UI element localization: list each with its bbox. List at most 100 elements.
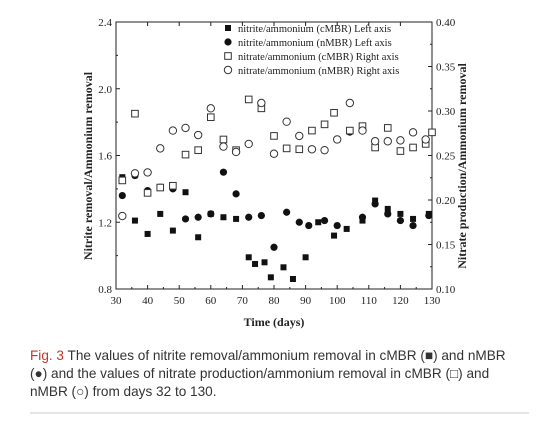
data-point — [295, 145, 304, 154]
data-point — [181, 215, 190, 223]
y-right-tick-label: 0.25 — [436, 151, 456, 163]
data-point — [409, 221, 417, 230]
legend-marker — [224, 52, 232, 60]
data-point — [118, 191, 126, 200]
data-point — [219, 135, 228, 144]
data-point — [245, 213, 253, 221]
data-point — [267, 274, 274, 281]
data-point — [428, 128, 436, 137]
data-point — [118, 211, 127, 221]
data-point — [384, 210, 392, 218]
data-point — [244, 139, 253, 149]
data-point — [181, 150, 190, 159]
legend: nitrite/ammonium (cMBR) Left axis nitrite… — [223, 24, 399, 77]
data-point — [331, 232, 338, 239]
data-point — [358, 213, 367, 221]
data-point — [283, 208, 291, 216]
data-point — [118, 176, 127, 185]
y-right-tick-label: 0.10 — [436, 284, 456, 296]
data-point — [131, 109, 139, 118]
data-point — [358, 126, 367, 135]
series-layer — [118, 95, 436, 282]
legend-marker — [225, 25, 231, 31]
figure-label: Fig. 3 — [30, 348, 64, 363]
legend-label: nitrate/ammonium (nMBR) Right axis — [238, 66, 399, 77]
data-point — [231, 147, 241, 157]
data-point — [195, 234, 202, 241]
data-point — [220, 214, 227, 221]
x-tick-label: 100 — [329, 295, 346, 307]
series-2 — [118, 128, 433, 251]
data-point — [270, 132, 278, 140]
y-left-tick-label: 1.6 — [98, 151, 112, 163]
data-point — [307, 145, 317, 154]
data-point — [156, 144, 165, 153]
data-point — [219, 168, 228, 176]
data-point — [130, 169, 140, 178]
data-point — [384, 205, 391, 212]
y-right-tick-label: 0.35 — [436, 62, 456, 74]
data-point — [371, 200, 379, 208]
x-tick-label: 90 — [300, 295, 312, 307]
y-right-tick-label: 0.15 — [436, 240, 456, 252]
x-tick-label: 40 — [142, 295, 154, 307]
y-axis-left-label: Nitrite removal/Ammonium removal — [81, 71, 95, 260]
series-3 — [118, 95, 436, 197]
data-point — [408, 128, 418, 137]
series-4 — [118, 98, 430, 221]
data-point — [143, 189, 152, 197]
data-point — [343, 225, 350, 232]
x-tick-label: 70 — [237, 295, 249, 307]
y-left-tick-label: 0.8 — [98, 284, 112, 296]
data-point — [346, 126, 354, 135]
caption-text: The values of nitrite removal/ammonium r… — [30, 348, 506, 399]
data-point — [421, 135, 430, 144]
data-point — [232, 190, 240, 198]
data-point — [308, 126, 316, 135]
data-point — [383, 137, 392, 146]
data-point — [280, 264, 287, 271]
legend-label: nitrite/ammonium (nMBR) Left axis — [238, 38, 392, 49]
data-point — [320, 120, 329, 129]
y-left-tick-label: 2.4 — [98, 17, 112, 29]
data-point — [206, 104, 216, 113]
series-1 — [119, 174, 432, 282]
y-left-tick-label: 2.0 — [98, 84, 112, 96]
x-tick-label: 120 — [392, 295, 409, 307]
data-point — [169, 181, 177, 190]
data-point — [244, 95, 253, 104]
data-point — [219, 142, 228, 151]
data-point — [282, 144, 291, 153]
data-point — [425, 211, 433, 220]
y-right-tick-label: 0.20 — [436, 195, 456, 207]
data-point — [409, 143, 417, 152]
data-point — [233, 215, 240, 222]
data-point — [181, 123, 190, 133]
x-tick-label: 30 — [111, 295, 123, 307]
data-point — [320, 145, 329, 155]
data-point — [282, 117, 291, 126]
data-point — [410, 215, 417, 222]
data-point — [169, 227, 176, 234]
data-point — [143, 168, 152, 177]
data-point — [257, 98, 266, 108]
data-point — [131, 217, 138, 224]
legend-marker — [223, 65, 233, 75]
data-point — [269, 149, 279, 158]
data-point — [315, 219, 322, 226]
x-tick-label: 80 — [269, 295, 281, 307]
data-point — [305, 221, 313, 230]
data-point — [333, 221, 341, 230]
data-point — [156, 183, 165, 192]
y-axis-right-label: Nitrate production/Ammonium removal — [455, 63, 469, 269]
data-point — [396, 136, 405, 145]
data-point — [383, 124, 392, 132]
data-point — [194, 213, 202, 221]
x-tick-label: 50 — [174, 295, 186, 307]
x-axis-label: Time (days) — [244, 315, 305, 329]
data-point — [182, 189, 189, 196]
y-right-tick-label: 0.30 — [436, 106, 456, 118]
data-point — [289, 275, 296, 282]
legend-marker — [224, 38, 232, 46]
data-point — [397, 210, 404, 217]
